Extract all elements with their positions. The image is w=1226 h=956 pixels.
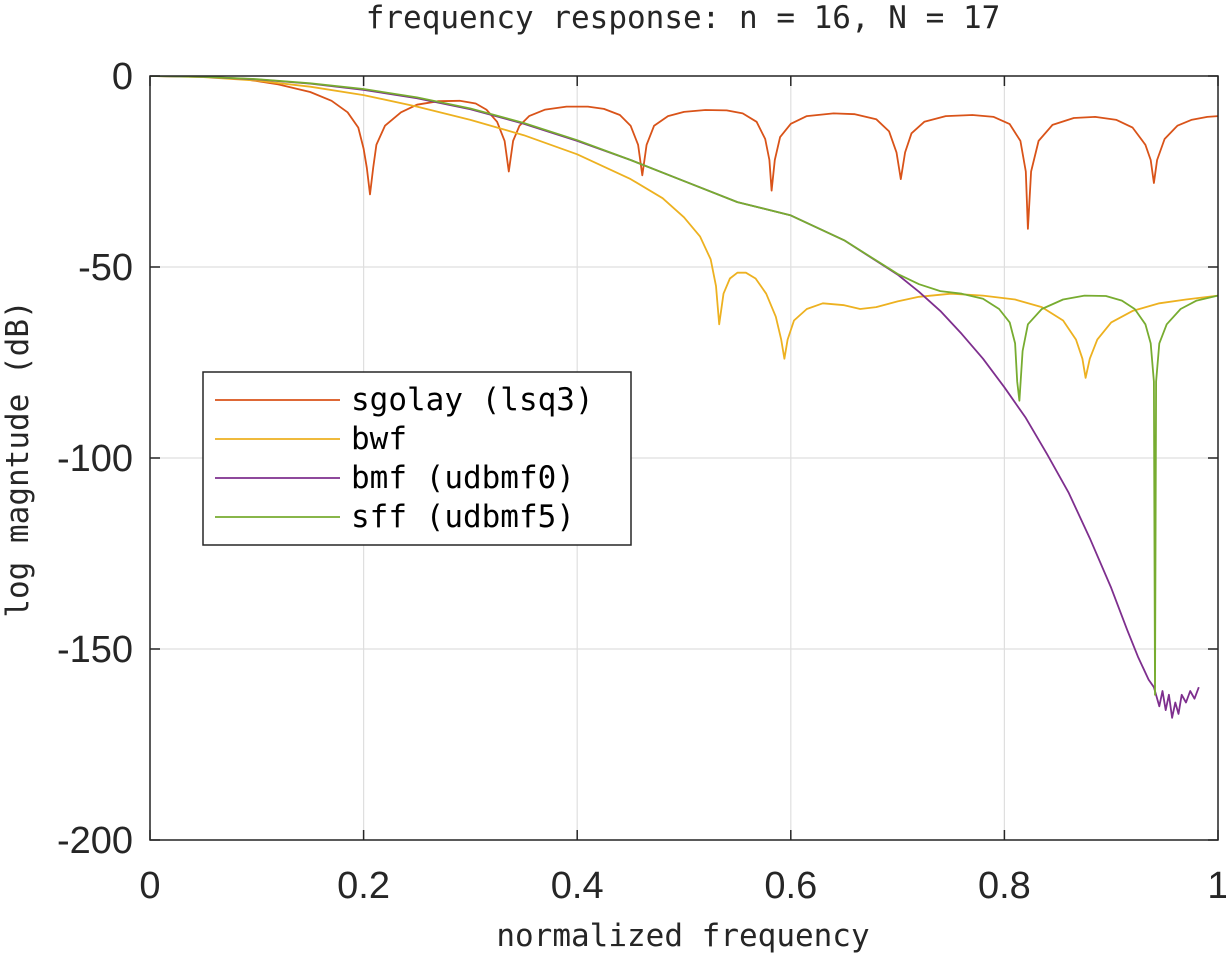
x-tick-label: 0 bbox=[139, 865, 160, 907]
x-axis-label: normalized frequency bbox=[496, 918, 869, 954]
y-tick-label: -100 bbox=[57, 438, 133, 480]
y-tick-label: 0 bbox=[112, 56, 133, 98]
series-line-sff-udbmf5 bbox=[150, 76, 1218, 696]
legend-label: sff (udbmf5) bbox=[351, 499, 575, 535]
chart-title: frequency response: n = 16, N = 17 bbox=[366, 0, 1001, 36]
y-tick-labels: 0 -50 -100 -150 -200 bbox=[57, 56, 133, 862]
y-tick-label: -50 bbox=[78, 247, 133, 289]
x-tick-label: 0.4 bbox=[551, 865, 604, 907]
legend-label: bmf (udbmf0) bbox=[351, 460, 575, 496]
y-axis-label: log magntude (dB) bbox=[0, 300, 36, 617]
y-tick-label: -150 bbox=[57, 629, 133, 671]
x-tick-label: 0.2 bbox=[337, 865, 390, 907]
legend-label: sgolay (lsq3) bbox=[351, 382, 594, 418]
y-tick-label: -200 bbox=[57, 820, 133, 862]
legend-label: bwf bbox=[351, 421, 407, 457]
series-line-bwf bbox=[150, 76, 1218, 379]
plot-lines bbox=[150, 76, 1218, 719]
x-tick-label: 0.6 bbox=[764, 865, 817, 907]
x-tick-label: 1 bbox=[1207, 865, 1226, 907]
x-tick-labels: 0 0.2 0.4 0.6 0.8 1 bbox=[139, 865, 1226, 907]
axis-ticks bbox=[149, 75, 1219, 841]
x-tick-label: 0.8 bbox=[978, 865, 1031, 907]
series-line-sgolay-lsq3 bbox=[150, 76, 1218, 230]
